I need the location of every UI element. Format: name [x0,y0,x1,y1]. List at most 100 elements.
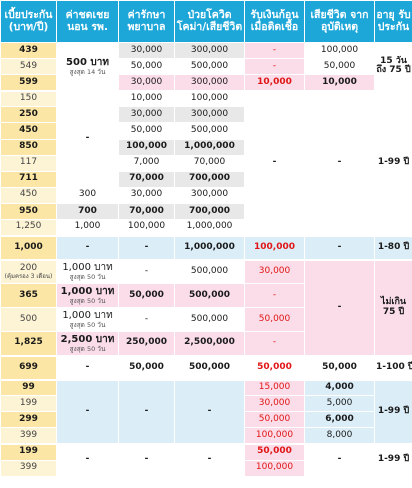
table-row: 699 - 50,000 500,000 50,000 50,000 1-100… [0,354,412,381]
hospital-cell: - [56,378,119,445]
covid-cell: 1,000,000 [174,234,245,261]
accident-cell: - [304,234,375,261]
covid-cell: 2,500,000 [174,331,245,357]
premium-cell: 599 [0,74,57,92]
covid-cell: - [174,442,245,477]
table-row: 117 7,000 70,000 [0,154,412,172]
table-row: 99 - - - 15,000 4,000 1-99 ปี [0,378,412,445]
medical-cell: - [118,378,175,445]
covid-cell: 500,000 [174,122,245,140]
covid-cell: 300,000 [174,41,245,60]
covid-cell: 300,000 [174,74,245,92]
infection-cell: 100,000 [244,459,305,477]
infection-cell: 15,000 [244,378,305,397]
accident-cell: 100,000 [304,41,375,60]
infection-cell: 100,000 [244,234,305,261]
covid-cell: 500,000 [174,307,245,333]
infection-cell: 100,000 [244,427,305,445]
header-lump-sum-infection: รับเงินก้อน เมื่อติดเชื้อ [244,0,305,43]
table-row: 950 700 70,000 700,000 [0,202,412,221]
medical-cell: - [118,307,175,333]
premium-cell: 117 [0,154,57,172]
hospital-cell: 300 [56,186,119,204]
infection-cell: - [244,89,305,237]
covid-cell: 70,000 [174,154,245,172]
table-row: 250 30,000 300,000 [0,106,412,124]
hospital-cell: 1,000 บาท สูงสุด 50 วัน [56,283,119,309]
premium-cell: 365 [0,283,57,309]
medical-cell: - [118,442,175,477]
premium-cell: 1,000 [0,234,57,261]
covid-cell: 300,000 [174,106,245,124]
table-row: 200 (คุ้มครอง 3 เดือน) 1,000 บาท สูงสุด 50… [0,258,412,357]
infection-cell: 50,000 [244,442,305,461]
premium-cell: 199 [0,442,57,461]
medical-cell: 7,000 [118,154,175,172]
table-row: 1,825 2,500 บาท สูงสุด 50 วัน 250,000 2,5… [0,331,412,357]
hospital-cell: 500 บาท สูงสุด 14 วัน [56,41,119,92]
medical-cell: 30,000 [118,74,175,92]
infection-cell: - [244,58,305,76]
medical-cell: - [118,234,175,261]
medical-cell: 30,000 [118,106,175,124]
age-cell: 1-80 ปี [374,234,412,261]
medical-cell: 30,000 [118,186,175,204]
medical-cell: 70,000 [118,202,175,221]
age-cell: 15 วัน ถึง 75 ปี [374,41,412,92]
accident-cell: 50,000 [304,58,375,76]
insurance-comparison-table: เบี้ยประกัน (บาท/ปี) ค่าชดเชย นอน รพ. ค่… [0,0,412,477]
premium-cell: 99 [0,378,57,397]
medical-cell: 10,000 [118,89,175,108]
table-row: 150 - 10,000 100,000 - - 1-99 ปี [0,89,412,237]
infection-cell: 30,000 [244,258,305,285]
table-row: 599 30,000 300,000 10,000 10,000 [0,74,412,92]
infection-cell: 10,000 [244,74,305,92]
table-row: 199 - - - 50,000 - 1-99 ปี [0,442,412,477]
hospital-cell: - [56,442,119,477]
hospital-cell: 1,000 [56,219,119,237]
premium-cell: 439 [0,41,57,60]
accident-cell: 8,000 [304,427,375,445]
covid-cell: - [174,378,245,445]
premium-cell: 200 (คุ้มครอง 3 เดือน) [0,258,57,285]
infection-cell: 50,000 [244,354,305,381]
accident-cell: - [304,442,375,477]
covid-cell: 300,000 [174,186,245,204]
premium-cell: 399 [0,459,57,477]
table-row: 399 100,000 [0,459,412,477]
header-hospital-compensation: ค่าชดเชย นอน รพ. [56,0,119,43]
premium-cell: 450 [0,186,57,204]
medical-cell: 100,000 [118,219,175,237]
covid-cell: 500,000 [174,283,245,309]
hospital-cell: 2,500 บาท สูงสุด 50 วัน [56,331,119,357]
table-row: 299 50,000 6,000 [0,411,412,429]
table-row: 500 1,000 บาท สูงสุด 50 วัน - 500,000 50,… [0,307,412,333]
table-row: 439 500 บาท สูงสุด 14 วัน 30,000 300,000 … [0,41,412,92]
covid-cell: 500,000 [174,58,245,76]
accident-cell: - [304,258,375,357]
covid-cell: 700,000 [174,202,245,221]
table-header-row: เบี้ยประกัน (บาท/ปี) ค่าชดเชย นอน รพ. ค่… [0,0,412,43]
header-premium: เบี้ยประกัน (บาท/ปี) [0,0,57,43]
infection-cell: - [244,283,305,309]
table-row: 399 100,000 8,000 [0,427,412,445]
medical-cell: 30,000 [118,41,175,60]
premium-cell: 950 [0,202,57,221]
medical-cell: 250,000 [118,331,175,357]
header-age-coverage: อายุ รับประกัน [374,0,412,43]
infection-cell: 30,000 [244,395,305,413]
table-row: 199 30,000 5,000 [0,395,412,413]
hospital-cell: 1,000 บาท สูงสุด 50 วัน [56,307,119,333]
infection-cell: - [244,331,305,357]
medical-cell: 70,000 [118,170,175,188]
age-cell: 1-99 ปี [374,442,412,477]
accident-cell: 10,000 [304,74,375,92]
covid-cell: 1,000,000 [174,219,245,237]
covid-cell: 700,000 [174,170,245,188]
premium-cell: 399 [0,427,57,445]
covid-cell: 100,000 [174,89,245,108]
age-cell: 1-99 ปี [374,89,412,237]
premium-cell: 711 [0,170,57,188]
age-cell: 1-100 ปี [374,354,412,381]
hospital-cell: 1,000 บาท สูงสุด 50 วัน [56,258,119,285]
